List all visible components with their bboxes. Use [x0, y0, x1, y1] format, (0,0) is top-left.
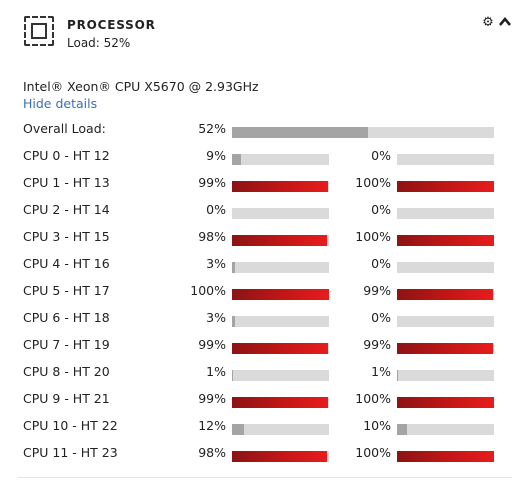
cpu-label: CPU 8 - HT 20 [23, 364, 110, 379]
cpu-core-percent: 98% [198, 229, 226, 244]
processor-icon [24, 16, 54, 46]
overall-load-label: Overall Load: [23, 121, 106, 136]
cpu-ht-bar [397, 343, 494, 354]
cpu-ht-percent: 0% [371, 256, 391, 271]
cpu-ht-bar [397, 397, 494, 408]
cpu-ht-bar [397, 208, 494, 219]
cpu-ht-percent: 1% [371, 364, 391, 379]
cpu-ht-bar-fill [397, 424, 407, 435]
cpu-core-bar-fill [232, 451, 328, 462]
cpu-core-bar [232, 397, 329, 408]
cpu-ht-percent: 100% [355, 229, 391, 244]
cpu-ht-bar [397, 424, 494, 435]
cpu-label: CPU 7 - HT 19 [23, 337, 110, 352]
overall-load-bar [232, 127, 494, 138]
cpu-ht-bar [397, 451, 494, 462]
cpu-label: CPU 4 - HT 16 [23, 256, 110, 271]
cpu-core-percent: 12% [198, 418, 226, 433]
chevron-up-icon[interactable] [498, 15, 512, 29]
cpu-core-bar [232, 154, 329, 165]
processor-model: Intel® Xeon® CPU X5670 @ 2.93GHz [23, 79, 259, 94]
cpu-core-percent: 99% [198, 337, 226, 352]
cpu-ht-bar-fill [397, 343, 494, 354]
hide-details-link[interactable]: Hide details [23, 96, 98, 111]
cpu-label: CPU 9 - HT 21 [23, 391, 110, 406]
cpu-core-bar-fill [232, 289, 329, 300]
cpu-ht-percent: 0% [371, 202, 391, 217]
cpu-core-bar-fill [232, 343, 329, 354]
cpu-ht-bar [397, 181, 494, 192]
cpu-ht-bar-fill [397, 181, 494, 192]
cpu-ht-percent: 100% [355, 391, 391, 406]
cpu-core-bar [232, 181, 329, 192]
cpu-ht-bar [397, 154, 494, 165]
cpu-core-bar-fill [232, 424, 244, 435]
cpu-label: CPU 11 - HT 23 [23, 445, 118, 460]
cpu-ht-percent: 0% [371, 310, 391, 325]
cpu-ht-bar-fill [397, 235, 494, 246]
cpu-core-percent: 99% [198, 175, 226, 190]
cpu-label: CPU 5 - HT 17 [23, 283, 110, 298]
gear-icon[interactable]: ⚙ [482, 15, 494, 30]
cpu-core-bar-fill [232, 316, 235, 327]
cpu-core-bar [232, 424, 329, 435]
cpu-ht-percent: 0% [371, 148, 391, 163]
cpu-ht-bar-fill [397, 451, 494, 462]
cpu-core-percent: 99% [198, 391, 226, 406]
cpu-ht-bar [397, 316, 494, 327]
cpu-core-bar [232, 235, 329, 246]
cpu-ht-bar [397, 235, 494, 246]
widget-title: PROCESSOR [67, 18, 156, 32]
bottom-divider [18, 477, 512, 478]
cpu-core-bar-fill [232, 154, 241, 165]
cpu-ht-percent: 10% [363, 418, 391, 433]
cpu-ht-bar [397, 370, 494, 381]
cpu-core-bar-fill [232, 235, 328, 246]
cpu-core-percent: 0% [206, 202, 226, 217]
cpu-ht-percent: 100% [355, 445, 391, 460]
cpu-label: CPU 0 - HT 12 [23, 148, 110, 163]
cpu-ht-percent: 99% [363, 283, 391, 298]
cpu-label: CPU 3 - HT 15 [23, 229, 110, 244]
cpu-core-percent: 3% [206, 310, 226, 325]
cpu-core-percent: 98% [198, 445, 226, 460]
cpu-ht-bar [397, 289, 494, 300]
load-summary: Load: 52% [67, 36, 131, 50]
cpu-core-percent: 9% [206, 148, 226, 163]
cpu-core-percent: 100% [190, 283, 226, 298]
cpu-core-bar [232, 262, 329, 273]
cpu-ht-bar-fill [397, 289, 494, 300]
cpu-core-bar [232, 316, 329, 327]
cpu-core-percent: 1% [206, 364, 226, 379]
cpu-ht-percent: 100% [355, 175, 391, 190]
cpu-core-bar [232, 451, 329, 462]
cpu-core-bar-fill [232, 262, 235, 273]
cpu-core-percent: 3% [206, 256, 226, 271]
cpu-label: CPU 6 - HT 18 [23, 310, 110, 325]
cpu-ht-bar [397, 262, 494, 273]
cpu-core-bar [232, 343, 329, 354]
cpu-ht-bar-fill [397, 370, 398, 381]
cpu-core-bar [232, 208, 329, 219]
cpu-label: CPU 10 - HT 22 [23, 418, 118, 433]
cpu-label: CPU 1 - HT 13 [23, 175, 110, 190]
cpu-label: CPU 2 - HT 14 [23, 202, 110, 217]
overall-load-bar-fill [232, 127, 369, 138]
cpu-ht-bar-fill [397, 397, 494, 408]
cpu-core-bar-fill [232, 370, 233, 381]
cpu-core-bar-fill [232, 181, 329, 192]
cpu-ht-percent: 99% [363, 337, 391, 352]
overall-load-percent: 52% [198, 121, 226, 136]
cpu-core-bar-fill [232, 397, 329, 408]
cpu-core-bar [232, 289, 329, 300]
cpu-core-bar [232, 370, 329, 381]
